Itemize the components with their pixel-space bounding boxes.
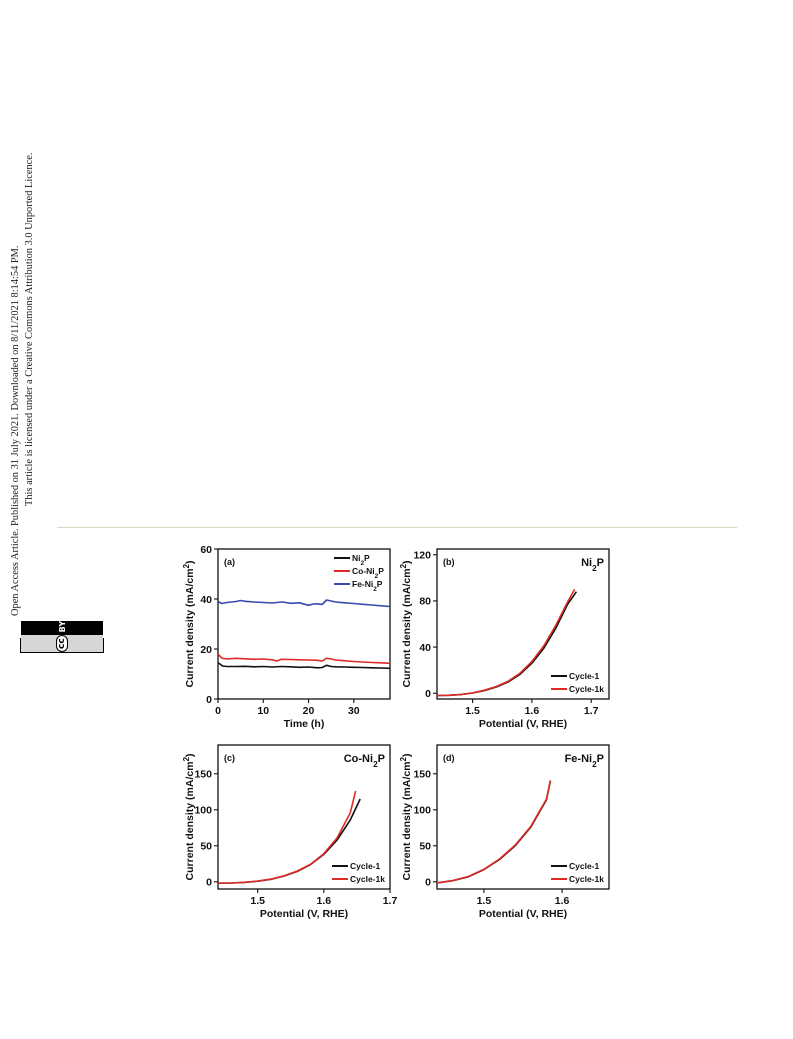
y-tick-label: 20 <box>200 644 212 656</box>
legend-label: Cycle-1 <box>569 861 600 871</box>
series-line-fe-ni2p <box>218 599 390 608</box>
y-axis-title: Current density (mA/cm2) <box>182 754 197 881</box>
chart-panel-b: 1.5 1.6 1.7 0 40 80 120 Potential (V, RHE) Curre… <box>399 548 610 730</box>
page-divider <box>57 527 737 528</box>
panel-label: (d) <box>443 753 455 763</box>
y-axis-title: Current density (mA/cm2) <box>399 754 414 881</box>
x-tick-label: 30 <box>348 705 360 717</box>
chart-panel-a: 0 10 20 30 0 20 40 60 Time (h) Current density (m… <box>182 544 391 730</box>
y-tick-label: 0 <box>206 694 212 706</box>
y-tick-label: 120 <box>413 550 431 562</box>
y-tick-label: 50 <box>419 841 431 853</box>
panel-title: Ni2P <box>581 557 604 573</box>
x-axis-title: Potential (V, RHE) <box>479 718 567 730</box>
x-tick-label: 1.5 <box>477 895 492 907</box>
x-tick-label: 1.5 <box>465 705 480 717</box>
y-tick-label: 0 <box>206 877 212 889</box>
series-line-cycle-1 <box>437 591 578 697</box>
y-tick-label: 40 <box>419 642 431 654</box>
y-axis-title: Current density (mA/cm2) <box>399 561 414 688</box>
x-tick-label: 1.7 <box>584 705 599 717</box>
legend-label: Cycle-1k <box>569 684 604 694</box>
y-tick-label: 150 <box>413 769 431 781</box>
panel-title: Co-Ni2P <box>344 753 385 769</box>
legend-label: Fe-Ni2P <box>352 579 383 593</box>
x-tick-label: 1.6 <box>317 895 332 907</box>
plot-frame <box>436 744 610 890</box>
legend-label: Cycle-1k <box>350 874 385 884</box>
panel-label: (c) <box>224 753 235 763</box>
chart-panel-d: 1.5 1.6 0 50 100 150 Potential (V, RHE) Current… <box>399 744 610 920</box>
series-line-cycle-1k <box>218 790 357 884</box>
x-tick-label: 20 <box>303 705 315 717</box>
x-tick-label: 1.6 <box>555 895 570 907</box>
series-line-cycle-1k <box>437 780 552 884</box>
y-tick-label: 0 <box>425 688 431 700</box>
panel-title: Fe-Ni2P <box>565 753 604 769</box>
x-tick-label: 10 <box>257 705 269 717</box>
y-tick-label: 0 <box>425 877 431 889</box>
x-tick-label: 0 <box>215 705 221 717</box>
x-tick-label: 1.7 <box>383 895 398 907</box>
y-tick-label: 80 <box>419 596 431 608</box>
panel-label: (a) <box>224 557 235 567</box>
y-tick-label: 100 <box>413 805 431 817</box>
series-line-cycle-1 <box>437 780 552 884</box>
legend-label: Cycle-1 <box>350 861 381 871</box>
y-tick-label: 40 <box>200 594 212 606</box>
series-line-co-ni2p <box>218 653 390 665</box>
legend-label: Cycle-1k <box>569 874 604 884</box>
panel-label: (b) <box>443 557 455 567</box>
series-line-cycle-1 <box>218 798 361 884</box>
plot-frame <box>436 548 610 700</box>
y-tick-label: 50 <box>200 841 212 853</box>
legend-label: Cycle-1 <box>569 671 600 681</box>
series-line-cycle-1k <box>437 589 576 697</box>
legend-label: Ni2P <box>352 553 370 567</box>
y-tick-label: 150 <box>194 769 212 781</box>
y-tick-label: 100 <box>194 805 212 817</box>
series-line-ni2p <box>218 662 390 670</box>
legend-label: Co-Ni2P <box>352 566 384 580</box>
y-tick-label: 60 <box>200 544 212 556</box>
plot-frame <box>217 744 391 890</box>
x-tick-label: 1.5 <box>250 895 265 907</box>
plot-frame <box>217 548 391 700</box>
x-tick-label: 1.6 <box>525 705 540 717</box>
x-axis-title: Potential (V, RHE) <box>479 908 567 920</box>
x-axis-title: Time (h) <box>284 718 325 730</box>
x-axis-title: Potential (V, RHE) <box>260 908 348 920</box>
y-axis-title: Current density (mA/cm2) <box>182 561 197 688</box>
chart-panel-c: 1.5 1.6 1.7 0 50 100 150 Potential (V, RHE) Curr… <box>182 744 398 920</box>
